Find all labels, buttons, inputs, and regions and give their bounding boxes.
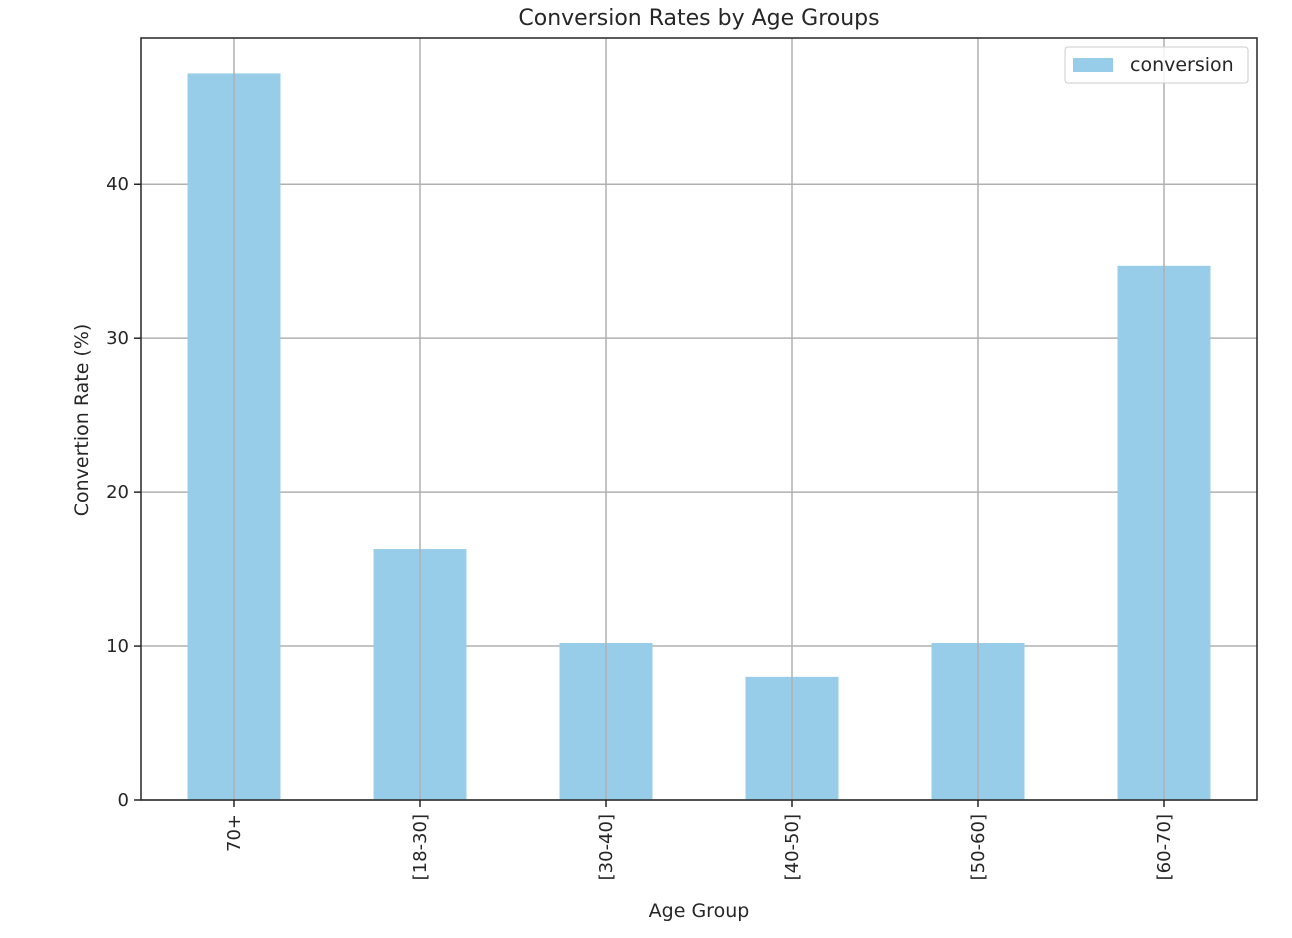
x-axis-label: Age Group xyxy=(649,900,750,922)
bars xyxy=(187,73,1211,800)
legend: conversion xyxy=(1064,46,1249,84)
legend-label: conversion xyxy=(1130,54,1234,76)
x-axis-ticks: 70+ [18-30] [30-40] [40-50] [50-60] [60-70] xyxy=(224,800,1175,880)
y-tick-label: 40 xyxy=(106,174,129,195)
plot-area-frame xyxy=(140,37,1258,801)
y-tick-label: 30 xyxy=(106,328,129,349)
x-tick-label: [60-70] xyxy=(1154,814,1175,880)
legend-box xyxy=(1064,46,1249,84)
x-tick-label: [40-50] xyxy=(782,814,803,880)
y-tick-label: 20 xyxy=(106,482,129,503)
y-axis-ticks: 0 10 20 30 40 xyxy=(106,174,141,811)
chart-title: Conversion Rates by Age Groups xyxy=(518,6,879,31)
x-tick-label: [18-30] xyxy=(410,814,431,880)
y-tick-label: 0 xyxy=(118,790,129,811)
vertical-gridlines xyxy=(233,38,1165,800)
legend-swatch xyxy=(1073,58,1113,72)
x-tick-label: 70+ xyxy=(224,814,245,852)
grid xyxy=(141,183,1257,801)
y-tick-label: 10 xyxy=(106,636,129,657)
x-tick-label: [30-40] xyxy=(596,814,617,880)
x-tick-label: [50-60] xyxy=(968,814,989,880)
y-axis-label: Convertion Rate (%) xyxy=(71,324,93,517)
